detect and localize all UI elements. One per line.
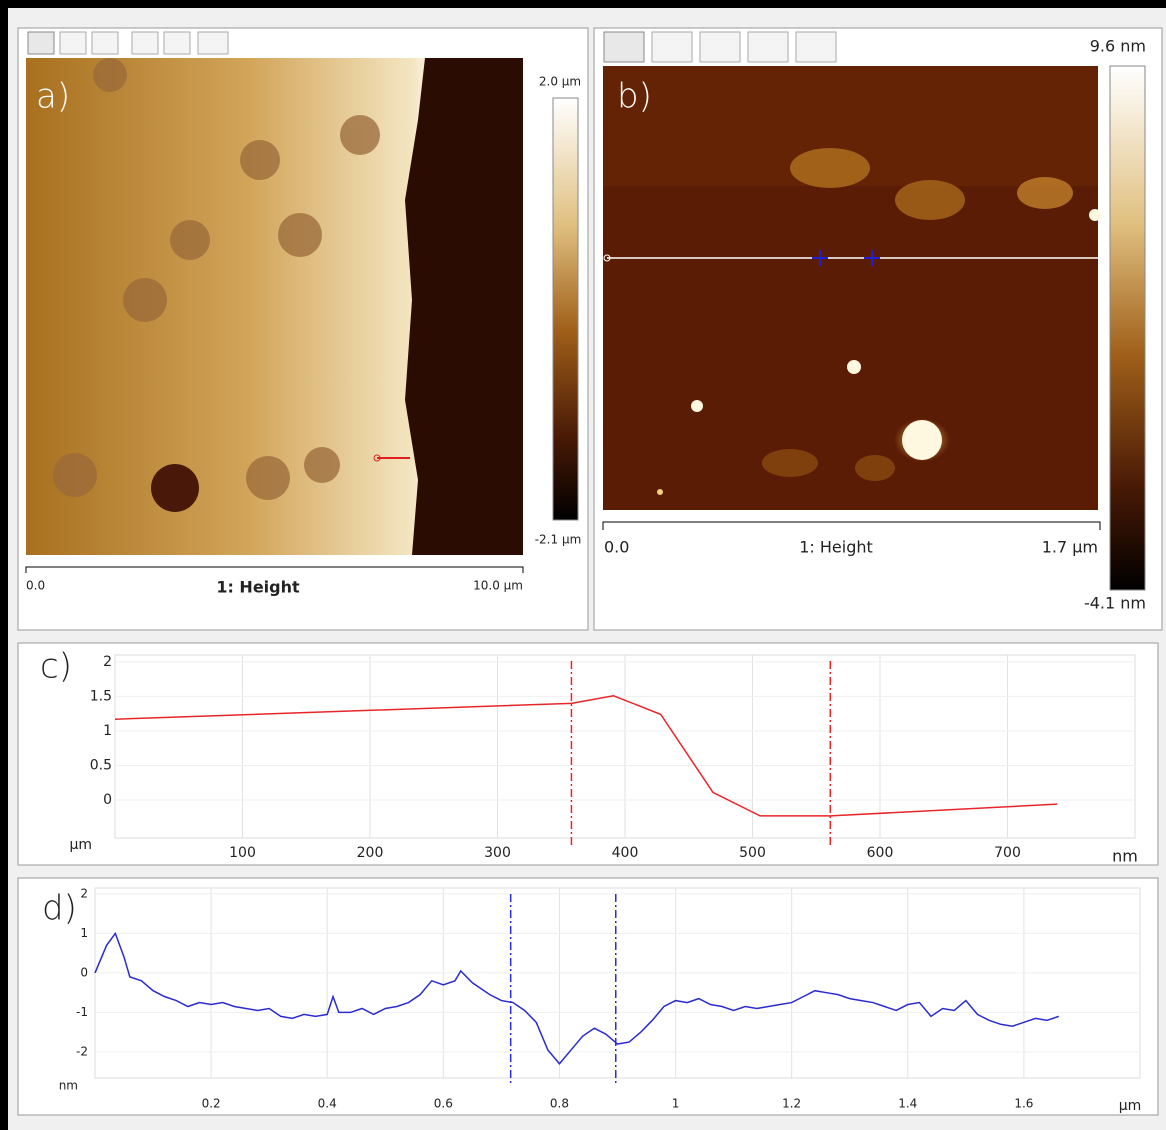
plot-area <box>94 887 1141 1079</box>
x-unit: µm <box>1119 1098 1142 1114</box>
toolbar <box>603 31 837 63</box>
scale-start: 0.0 <box>604 538 629 557</box>
x-tick-label: 1.2 <box>782 1097 801 1111</box>
channel-label: 1: Height <box>799 538 873 557</box>
x-tick-label: 0.2 <box>202 1097 221 1111</box>
y-tick-label: 1.5 <box>90 688 112 704</box>
profile-line <box>94 931 1059 1065</box>
panel-label: a) <box>36 77 70 117</box>
x-tick-label: 0.6 <box>434 1097 453 1111</box>
x-tick-label: 600 <box>867 845 894 861</box>
tool-button[interactable] <box>197 31 229 55</box>
x-tick-label: 200 <box>357 845 384 861</box>
x-tick-label: 1 <box>672 1097 680 1111</box>
y-tick-label: 2 <box>103 654 112 670</box>
y-unit: µm <box>69 837 92 853</box>
profiles: 100 200 300 400 500 600 700 2 1.5 1 0.5 0 c) µm nm 0.2 0… <box>40 647 1141 1115</box>
x-tick-label: 300 <box>484 845 511 861</box>
x-tick-label: 0.8 <box>550 1097 569 1111</box>
colorbar-max: 2.0 µm <box>539 75 581 89</box>
y-tick-label: -2 <box>76 1044 88 1058</box>
y-tick-label: 0 <box>103 792 112 808</box>
scale-bar <box>25 566 524 573</box>
tool-button[interactable] <box>699 31 741 63</box>
tool-button[interactable] <box>91 31 119 55</box>
toolbar <box>27 31 229 55</box>
tool-button[interactable] <box>59 31 87 55</box>
tool-button[interactable] <box>795 31 837 63</box>
x-tick-label: 0.4 <box>318 1097 337 1111</box>
tool-button[interactable] <box>651 31 693 63</box>
panel-label: c) <box>40 647 72 687</box>
x-tick-label: 1.6 <box>1014 1097 1033 1111</box>
colorbar-min: -4.1 nm <box>1084 594 1146 613</box>
x-tick-label: 1.4 <box>898 1097 917 1111</box>
x-tick-label: 400 <box>612 845 639 861</box>
scale-end: 10.0 µm <box>473 579 523 593</box>
tool-button[interactable] <box>163 31 191 55</box>
y-tick-label: 0 <box>80 965 88 979</box>
panel-label: d) <box>42 889 77 929</box>
colorbar <box>1109 65 1146 591</box>
afm-image-a <box>26 58 523 555</box>
y-unit: nm <box>59 1079 78 1093</box>
scale-start: 0.0 <box>26 579 45 593</box>
x-tick-label: 500 <box>739 845 766 861</box>
colorbar-min: -2.1 µm <box>535 533 582 547</box>
tool-button[interactable] <box>747 31 789 63</box>
colorbar <box>552 97 579 521</box>
y-tick-label: 2 <box>80 886 88 900</box>
scale-end: 1.7 µm <box>1042 538 1098 557</box>
afm-image-b <box>603 66 1101 510</box>
tool-button[interactable] <box>27 31 55 55</box>
x-tick-label: 700 <box>994 845 1021 861</box>
y-tick-label: 1 <box>103 723 112 739</box>
profile-line <box>114 694 1058 817</box>
tool-button[interactable] <box>603 31 645 63</box>
tool-button[interactable] <box>131 31 159 55</box>
colorbar-max: 9.6 nm <box>1090 37 1146 56</box>
y-tick-label: 1 <box>80 926 88 940</box>
x-tick-label: 100 <box>229 845 256 861</box>
channel-label: 1: Height <box>216 578 300 597</box>
y-tick-label: 0.5 <box>90 757 112 773</box>
x-unit: nm <box>1112 847 1138 866</box>
panel-label: b) <box>617 77 652 117</box>
y-tick-label: -1 <box>76 1005 88 1019</box>
scale-bar <box>602 521 1101 530</box>
